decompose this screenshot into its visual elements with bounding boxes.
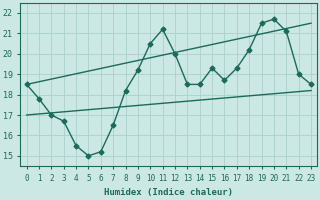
X-axis label: Humidex (Indice chaleur): Humidex (Indice chaleur) <box>104 188 233 197</box>
